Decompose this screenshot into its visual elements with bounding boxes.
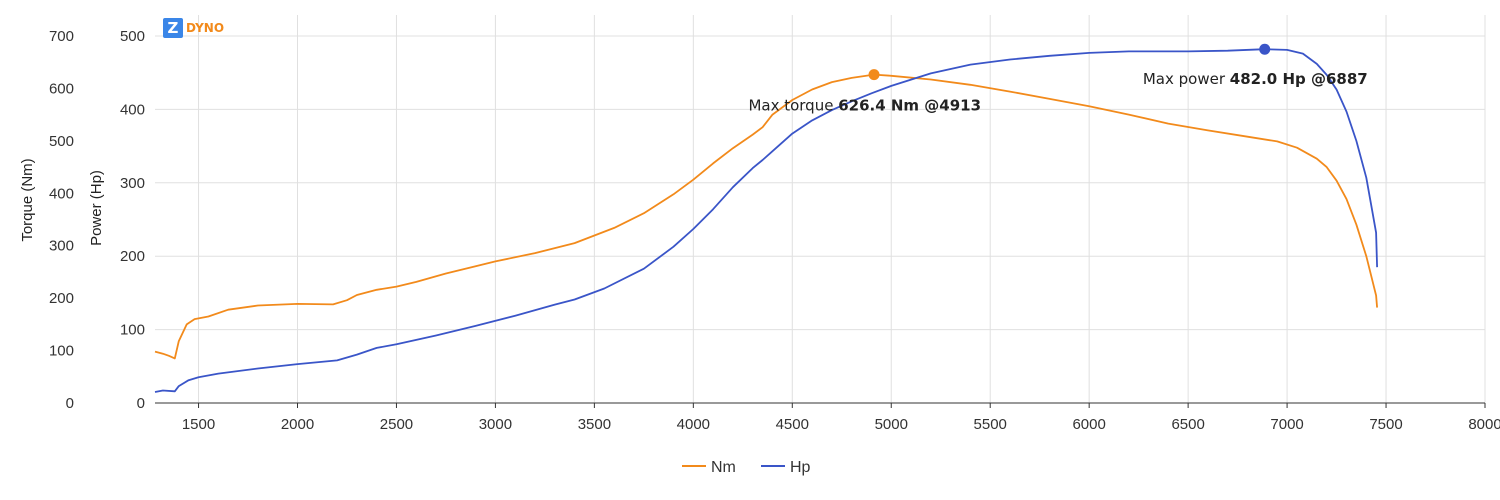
torque-tick-label: 400 bbox=[49, 185, 74, 202]
max-power-annotation-value: 482.0 Hp @6887 bbox=[1230, 70, 1368, 88]
x-tick-label: 4500 bbox=[776, 416, 809, 433]
legend-label-power: Hp bbox=[790, 459, 811, 476]
x-tick-label: 3500 bbox=[578, 416, 611, 433]
max-torque-annotation-value: 626.4 Nm @4913 bbox=[838, 97, 981, 115]
torque-axis-title: Torque (Nm) bbox=[19, 158, 36, 241]
legend-item-power[interactable]: Hp bbox=[761, 459, 811, 476]
legend-item-torque[interactable]: Nm bbox=[682, 459, 736, 476]
series-layer bbox=[154, 48, 1378, 393]
torque-tick-label: 300 bbox=[49, 238, 74, 255]
torque-tick-label: 600 bbox=[49, 80, 74, 97]
brand-logo-icon bbox=[163, 18, 183, 38]
series-line-torque bbox=[154, 73, 1378, 360]
x-tick-label: 7000 bbox=[1270, 416, 1303, 433]
x-tick-label: 3000 bbox=[479, 416, 512, 433]
max-torque-marker bbox=[868, 69, 880, 81]
x-tick-label: 6000 bbox=[1072, 416, 1105, 433]
x-tick-label: 2500 bbox=[380, 416, 413, 433]
x-tick-label: 4000 bbox=[677, 416, 710, 433]
grid-layer bbox=[155, 15, 1486, 403]
x-tick-label: 7500 bbox=[1369, 416, 1402, 433]
torque-tick-label: 100 bbox=[49, 343, 74, 360]
legend-label-torque: Nm bbox=[711, 459, 736, 476]
brand-logo-letter: Z bbox=[168, 19, 179, 37]
max-torque-annotation-prefix: Max torque bbox=[748, 97, 838, 115]
max-torque-annotation: Max torque 626.4 Nm @4913 bbox=[748, 97, 981, 115]
marker-layer: Max torque 626.4 Nm @4913 Max power 482.0… bbox=[748, 43, 1368, 115]
x-tick-label: 1500 bbox=[182, 416, 215, 433]
brand-name: DYNO bbox=[186, 21, 224, 35]
x-tick-label: 2000 bbox=[281, 416, 314, 433]
power-tick-label: 200 bbox=[120, 248, 145, 265]
power-axis-title: Power (Hp) bbox=[88, 170, 105, 246]
legend: Nm Hp bbox=[682, 459, 811, 476]
brand-logo: Z DYNO bbox=[163, 18, 224, 38]
x-tick-label: 6500 bbox=[1171, 416, 1204, 433]
max-power-marker bbox=[1259, 43, 1271, 55]
x-tick-label: 5000 bbox=[875, 416, 908, 433]
x-tick-label: 8000 bbox=[1468, 416, 1500, 433]
max-power-annotation-prefix: Max power bbox=[1143, 70, 1230, 88]
axis-layer: 1500 2000 2500 3000 3500 4000 4500 5000 5500 6000… bbox=[49, 28, 1500, 433]
power-tick-label: 300 bbox=[120, 175, 145, 192]
max-power-annotation: Max power 482.0 Hp @6887 bbox=[1143, 70, 1368, 88]
torque-tick-label: 0 bbox=[66, 395, 74, 412]
power-tick-label: 400 bbox=[120, 101, 145, 118]
torque-tick-label: 500 bbox=[49, 133, 74, 150]
torque-tick-label: 200 bbox=[49, 290, 74, 307]
series-line-power bbox=[154, 48, 1378, 393]
power-tick-label: 500 bbox=[120, 28, 145, 45]
power-tick-label: 100 bbox=[120, 322, 145, 339]
power-tick-label: 0 bbox=[137, 395, 145, 412]
torque-tick-label: 700 bbox=[49, 28, 74, 45]
x-tick-label: 5500 bbox=[974, 416, 1007, 433]
